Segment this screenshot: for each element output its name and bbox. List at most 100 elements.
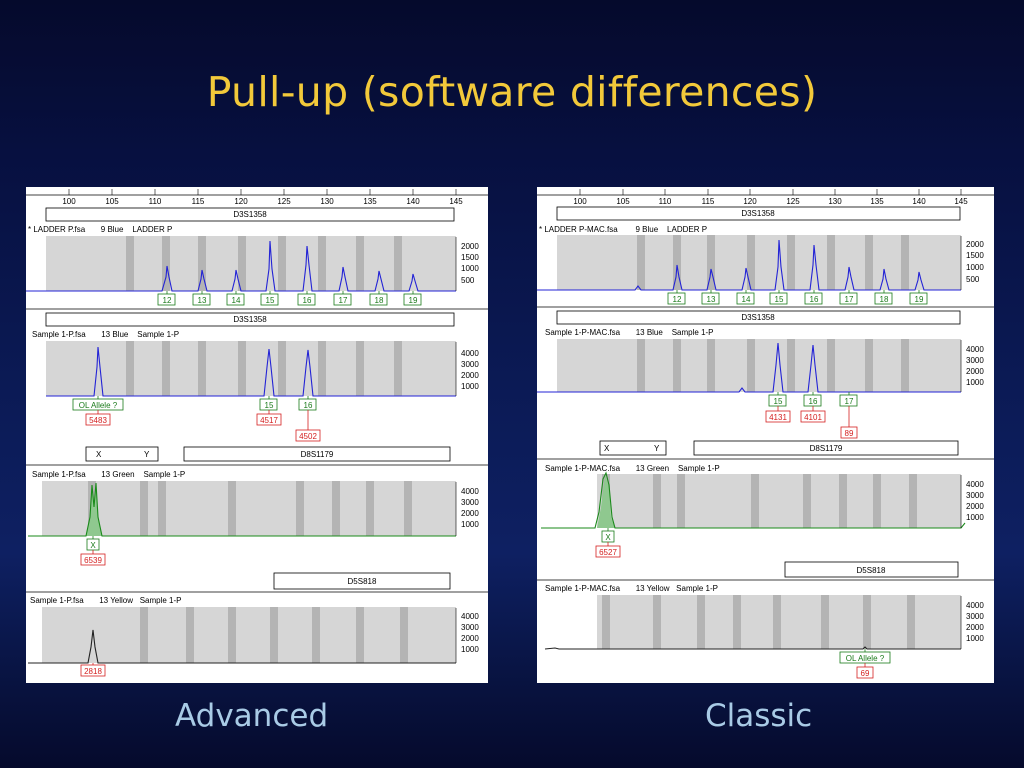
ruler-tick-label: 105 xyxy=(616,197,630,206)
y-tick: 1000 xyxy=(966,513,984,522)
y-tick: 3000 xyxy=(461,623,479,632)
yellow-trace xyxy=(544,646,961,650)
allele-label: X xyxy=(90,541,96,550)
allele-label: 16 xyxy=(809,397,818,406)
allele-label: 17 xyxy=(845,295,854,304)
marker-label: D5S818 xyxy=(348,577,377,586)
y-tick: 3000 xyxy=(966,356,984,365)
size-label: 4517 xyxy=(260,416,278,425)
green-peak-fill xyxy=(597,475,615,528)
y-tick: 4000 xyxy=(966,345,984,354)
ruler-tick-label: 110 xyxy=(149,197,162,206)
marker-label: D3S1358 xyxy=(741,313,775,322)
allele-label: X xyxy=(605,533,611,542)
y-tick: 1500 xyxy=(966,251,984,260)
y-tick: 3000 xyxy=(966,491,984,500)
allele-label: 12 xyxy=(673,295,682,304)
ruler-tick-label: 125 xyxy=(277,197,291,206)
allele-label: 18 xyxy=(880,295,889,304)
bin-bands xyxy=(46,341,456,396)
y-tick: 1000 xyxy=(461,645,479,654)
ruler-tick-label: 130 xyxy=(320,197,334,206)
allele-label: 16 xyxy=(304,401,313,410)
allele-label: OL Allele ? xyxy=(846,654,885,663)
size-label: 4101 xyxy=(804,413,822,422)
yellow-trace xyxy=(28,629,456,664)
allele-label: 17 xyxy=(339,296,348,305)
y-tick: 1000 xyxy=(461,520,479,529)
y-tick: 2000 xyxy=(461,634,479,643)
y-tick: 4000 xyxy=(461,612,479,621)
ruler-tick-label: 135 xyxy=(363,197,377,206)
y-scale: 4000 3000 2000 1000 xyxy=(966,601,984,643)
bin-bands xyxy=(42,481,456,536)
ruler-tick-label: 100 xyxy=(573,197,587,206)
slide-title: Pull-up (software differences) xyxy=(206,68,818,116)
ruler-tick-label: 100 xyxy=(62,197,76,206)
y-tick: 1000 xyxy=(966,263,984,272)
marker-label: D3S1358 xyxy=(741,209,775,218)
y-scale: 4000 3000 2000 1000 xyxy=(966,480,984,522)
sample-info: Sample 1-P-MAC.fsa 13 Green Sample 1-P xyxy=(545,464,720,473)
ruler-tick-label: 125 xyxy=(786,197,800,206)
ruler-tick-label: 140 xyxy=(406,197,420,206)
classic-label: Classic xyxy=(705,698,813,734)
y-tick: 500 xyxy=(461,276,475,285)
allele-label: 14 xyxy=(232,296,241,305)
classic-ruler: 100 105 110 115 120 125 130 135 140 145 xyxy=(573,197,968,206)
size-label: 4131 xyxy=(769,413,787,422)
advanced-panel: 100 105 110 115 120 125 130 135 140 145 … xyxy=(26,187,488,683)
ruler-tick-label: 120 xyxy=(234,197,248,206)
classic-panel: 100 105 110 115 120 125 130 135 140 145 … xyxy=(537,187,994,683)
size-label: 69 xyxy=(861,669,870,678)
bin-bands xyxy=(557,235,961,290)
y-tick: 4000 xyxy=(461,487,479,496)
marker-label: D3S1358 xyxy=(233,210,267,219)
blue-trace xyxy=(46,346,456,397)
sample-info: Sample 1-P.fsa 13 Blue Sample 1-P xyxy=(32,330,179,339)
advanced-ruler: 100 105 110 115 120 125 130 135 140 145 xyxy=(62,197,463,206)
allele-label: 15 xyxy=(775,295,784,304)
y-tick: 2000 xyxy=(461,509,479,518)
allele-label: 15 xyxy=(266,296,275,305)
advanced-electropherogram: 100 105 110 115 120 125 130 135 140 145 … xyxy=(26,189,488,677)
bin-bands xyxy=(46,236,456,291)
marker-label: D3S1358 xyxy=(233,315,267,324)
green-trace xyxy=(541,471,966,529)
x-marker: X xyxy=(604,444,610,453)
size-label: 6539 xyxy=(84,556,102,565)
y-tick: 1000 xyxy=(966,378,984,387)
y-scale: 2000 1500 1000 500 xyxy=(966,240,984,284)
y-tick: 500 xyxy=(966,275,980,284)
marker-label: D8S1179 xyxy=(301,450,334,459)
y-tick: 1000 xyxy=(461,264,479,273)
y-scale: 4000 3000 2000 1000 xyxy=(461,487,479,529)
ruler-tick-label: 115 xyxy=(702,197,715,206)
y-tick: 2000 xyxy=(966,623,984,632)
blue-trace xyxy=(537,342,961,393)
allele-label: 15 xyxy=(265,401,274,410)
bin-bands xyxy=(597,474,961,528)
green-trace xyxy=(28,482,456,537)
marker-label: D5S818 xyxy=(857,566,886,575)
y-tick: 3000 xyxy=(966,612,984,621)
blue-trace xyxy=(26,240,456,292)
size-label: 2818 xyxy=(84,667,102,676)
y-tick: 1500 xyxy=(461,253,479,262)
allele-label: 16 xyxy=(303,296,312,305)
ruler-tick-label: 135 xyxy=(870,197,884,206)
y-scale: 4000 3000 2000 1000 xyxy=(461,349,479,391)
classic-electropherogram: 100 105 110 115 120 125 130 135 140 145 … xyxy=(537,189,994,679)
ruler-tick-label: 115 xyxy=(192,197,205,206)
y-tick: 2000 xyxy=(966,240,984,249)
allele-label: 18 xyxy=(375,296,384,305)
y-scale: 2000 1500 1000 500 xyxy=(461,242,479,285)
allele-label: 12 xyxy=(163,296,172,305)
sample-info: Sample 1-P.fsa 13 Green Sample 1-P xyxy=(32,470,185,479)
y-tick: 3000 xyxy=(461,360,479,369)
sample-info: * LADDER P-MAC.fsa 9 Blue LADDER P xyxy=(539,225,707,234)
sample-info: Sample 1-P.fsa 13 Yellow Sample 1-P xyxy=(30,596,182,605)
y-tick: 4000 xyxy=(461,349,479,358)
allele-label: 14 xyxy=(742,295,751,304)
advanced-label: Advanced xyxy=(175,698,329,734)
